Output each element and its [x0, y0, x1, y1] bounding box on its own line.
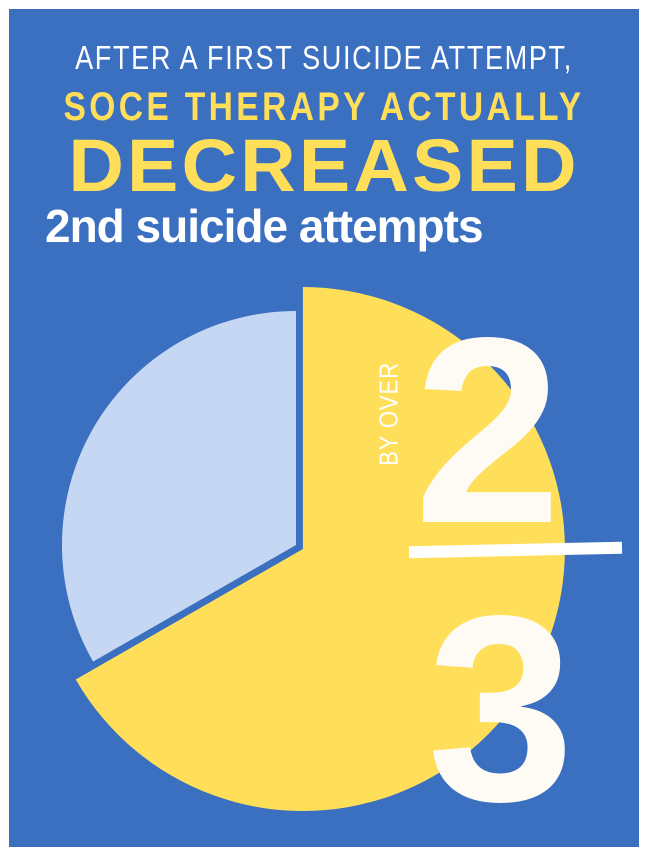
headline-line-1: AFTER A FIRST SUICIDE ATTEMPT,: [75, 39, 573, 76]
pie-chart: [61, 287, 565, 812]
headline-line-3: DECREASED: [68, 124, 580, 207]
fraction-denominator: 3: [427, 561, 575, 847]
pie-slice-highlight: [75, 287, 565, 812]
headline-line-2: SOCE THERAPY ACTUALLY: [63, 85, 585, 129]
headline-line-4: 2nd suicide attempts: [45, 200, 484, 252]
by-over-label: BY OVER: [373, 362, 404, 466]
pie-slice-remaining: [61, 311, 297, 662]
fraction-numerator: 2: [414, 283, 562, 579]
infographic-panel: AFTER A FIRST SUICIDE ATTEMPT, SOCE THER…: [9, 9, 639, 847]
